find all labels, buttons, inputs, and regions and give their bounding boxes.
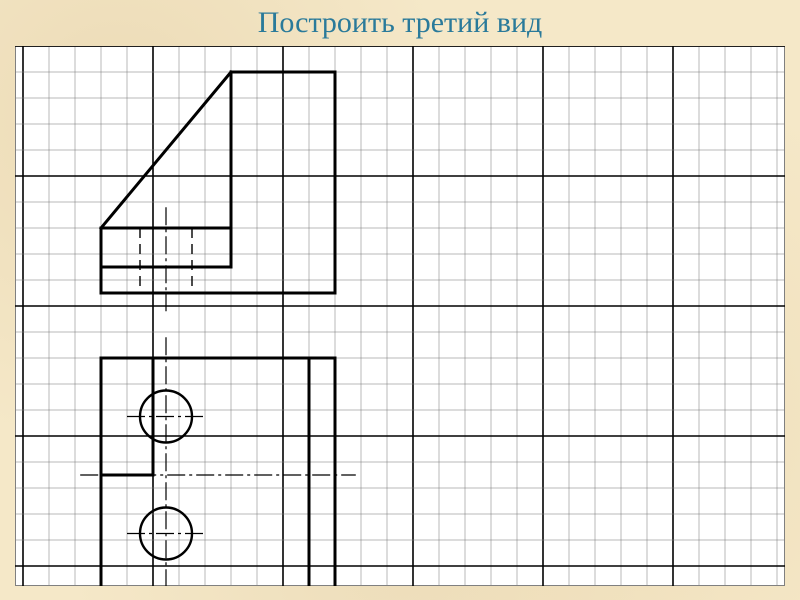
drawing-canvas (15, 46, 785, 586)
slide-page: Построить третий вид (0, 0, 800, 600)
engineering-drawing (15, 46, 785, 586)
page-title: Построить третий вид (0, 6, 800, 40)
